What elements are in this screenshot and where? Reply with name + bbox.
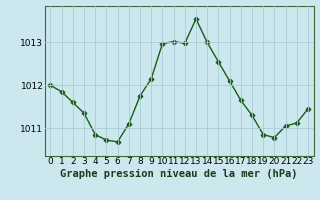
- X-axis label: Graphe pression niveau de la mer (hPa): Graphe pression niveau de la mer (hPa): [60, 169, 298, 179]
